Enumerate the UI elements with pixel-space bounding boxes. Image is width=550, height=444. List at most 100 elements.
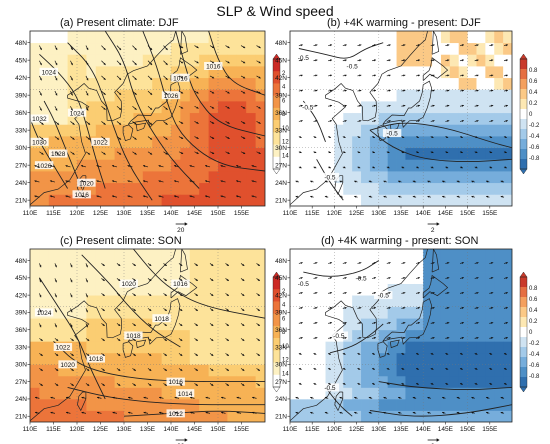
shading-cell	[290, 249, 299, 261]
shading-cell	[405, 183, 414, 195]
shading-cell	[379, 78, 388, 90]
shading-cell	[218, 194, 228, 206]
shading-cell	[227, 183, 237, 195]
shading-cell	[190, 364, 200, 376]
shading-cell	[317, 272, 326, 284]
colorbar-segment	[520, 69, 527, 79]
x-tick-label: 125E	[93, 210, 109, 217]
shading-cell	[96, 341, 106, 353]
shading-cell	[343, 124, 352, 136]
shading-cell	[218, 330, 228, 342]
x-tick-label: 140E	[416, 210, 432, 217]
y-tick-label: 36N	[275, 327, 287, 334]
shading-cell	[370, 387, 379, 399]
shading-cell	[115, 171, 125, 183]
shading-cell	[162, 330, 172, 342]
y-tick-label: 24N	[15, 396, 27, 403]
shading-cell	[370, 399, 379, 411]
shading-cell	[115, 410, 125, 422]
shading-cell	[143, 249, 153, 261]
shading-cell	[405, 261, 414, 273]
shading-cell	[379, 148, 388, 160]
shading-cell	[58, 272, 68, 284]
shading-cell	[290, 183, 299, 195]
shading-cell	[441, 295, 450, 307]
colorbar-tick-label: -0.2	[529, 123, 540, 129]
shading-cell	[256, 43, 266, 55]
shading-cell	[124, 148, 134, 160]
shading-cell	[180, 399, 190, 411]
shading-cell	[388, 113, 397, 125]
shading-cell	[432, 113, 441, 125]
shading-cell	[494, 364, 503, 376]
shading-cell	[246, 284, 256, 296]
shading-cell	[68, 410, 78, 422]
shading-cell	[218, 183, 228, 195]
colorbar-segment	[520, 307, 527, 317]
shading-cell	[227, 101, 237, 113]
shading-cell	[459, 31, 468, 43]
contour-label: 1022	[56, 345, 71, 352]
shading-cell	[468, 66, 477, 78]
shading-cell	[68, 31, 78, 43]
shading-cell	[199, 183, 209, 195]
shading-cell	[441, 148, 450, 160]
shading-cell	[423, 43, 432, 55]
shading-cell	[494, 101, 503, 113]
shading-cell	[450, 101, 459, 113]
shading-cell	[379, 43, 388, 55]
shading-cell	[379, 353, 388, 365]
shading-cell	[370, 101, 379, 113]
shading-cell	[115, 66, 125, 78]
shading-cell	[290, 101, 299, 113]
shading-cell	[352, 194, 361, 206]
shading-cell	[49, 249, 59, 261]
colorbar-segment	[520, 149, 527, 159]
shading-cell	[423, 364, 432, 376]
shading-cell	[388, 249, 397, 261]
shading-cell	[209, 194, 219, 206]
shading-cell	[190, 249, 200, 261]
shading-cell	[476, 124, 485, 136]
colorbar-tick-label: 14	[282, 153, 289, 159]
shading-cell	[133, 43, 143, 55]
shading-cell	[441, 318, 450, 330]
shading-cell	[317, 318, 326, 330]
shading-cell	[237, 272, 247, 284]
colorbar-segment	[520, 159, 527, 169]
x-tick-label: 145E	[187, 426, 203, 433]
shading-cell	[58, 66, 68, 78]
shading-cell	[96, 295, 106, 307]
shading-cell	[77, 124, 87, 136]
shading-cell	[246, 66, 256, 78]
shading-cell	[379, 159, 388, 171]
shading-cell	[476, 113, 485, 125]
shading-cell	[143, 295, 153, 307]
shading-cell	[361, 148, 370, 160]
shading-cell	[326, 353, 335, 365]
shading-cell	[343, 101, 352, 113]
shading-cell	[209, 330, 219, 342]
shading-cell	[246, 318, 256, 330]
shading-cell	[397, 307, 406, 319]
shading-cell	[343, 113, 352, 125]
shading-cell	[352, 249, 361, 261]
shading-cell	[476, 171, 485, 183]
shading-cell	[143, 284, 153, 296]
shading-cell	[343, 376, 352, 388]
y-tick-label: 48N	[15, 258, 27, 265]
shading-cell	[494, 31, 503, 43]
colorbar-segment	[520, 277, 527, 287]
shading-cell	[124, 31, 134, 43]
shading-cell	[77, 272, 87, 284]
shading-cell	[68, 295, 78, 307]
y-tick-label: 30N	[15, 362, 27, 369]
colorbar-segment	[520, 337, 527, 347]
shading-cell	[115, 376, 125, 388]
shading-cell	[143, 89, 153, 101]
contour-label: 1016	[173, 281, 188, 288]
shading-cell	[405, 249, 414, 261]
shading-cell	[96, 318, 106, 330]
shading-cell	[334, 124, 343, 136]
shading-cell	[485, 31, 494, 43]
